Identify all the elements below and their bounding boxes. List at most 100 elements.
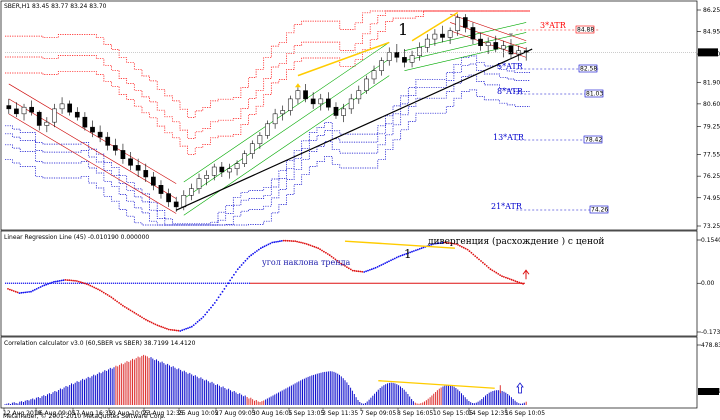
atr-level-label: 21*ATR	[491, 202, 523, 211]
lrl-point	[380, 264, 383, 266]
lrl-point	[204, 313, 207, 316]
up-channel-upper	[404, 42, 527, 71]
lrl-point	[405, 252, 408, 255]
candle-body	[287, 98, 293, 111]
main-y-axis: 86.2584.9583.6081.9080.6079.2577.5576.25…	[5, 7, 720, 230]
lrl-point	[411, 250, 413, 253]
atr-price-box	[575, 25, 595, 34]
down-channel	[8, 98, 177, 199]
lrl-point	[445, 241, 448, 244]
lrl-point	[522, 283, 524, 285]
lrl-point	[76, 280, 78, 282]
lrl-point	[369, 269, 371, 271]
candle-body	[326, 98, 331, 108]
lrl-point	[233, 273, 235, 276]
lrl-point	[162, 326, 165, 329]
lrl-point	[189, 326, 191, 329]
lrl-point	[284, 239, 287, 242]
lrl-point	[386, 261, 388, 264]
atr-upper-band	[5, 10, 530, 118]
lrl-point	[367, 269, 369, 272]
lrl-point	[459, 244, 461, 247]
lrl-point	[219, 293, 222, 296]
x-tick-label: 14 Sep 12:35	[468, 410, 508, 417]
x-tick-label: 16 Sep 10:05	[505, 410, 545, 417]
lrl-point	[120, 303, 122, 306]
lrl-point	[145, 318, 147, 321]
up-channel	[183, 42, 390, 183]
atr-price-box	[578, 64, 598, 73]
candle-body	[67, 103, 73, 113]
lrl-point	[290, 240, 293, 242]
main-panel	[0, 0, 698, 231]
main-trendline	[175, 48, 533, 211]
lrl-point	[338, 261, 341, 264]
lrl-point	[303, 242, 306, 245]
lrl-point	[173, 329, 176, 332]
x-tick-label: 16 Aug 09:05	[35, 410, 76, 417]
atr-price-box	[589, 205, 609, 214]
lrl-point	[156, 324, 159, 327]
lrl-point	[158, 325, 161, 327]
y-tick-label: 0.00	[701, 280, 715, 287]
lrl-point	[24, 291, 27, 294]
candle-body	[234, 163, 240, 169]
lrl-point	[349, 268, 352, 271]
lrl-point	[497, 273, 500, 275]
atr-level-label: 8*ATR	[497, 87, 524, 96]
lrl-point	[131, 310, 134, 313]
lrl-point	[242, 262, 245, 264]
candle-body	[402, 57, 407, 63]
lrl-point	[49, 282, 51, 285]
current-price-box	[698, 48, 718, 57]
candle-body	[36, 111, 42, 126]
candle-body	[59, 103, 65, 110]
lrl-point	[223, 288, 226, 290]
lrl-point	[72, 279, 74, 282]
lrl-point	[462, 246, 465, 249]
lrl-point	[143, 317, 145, 320]
lrl-point	[315, 246, 318, 249]
lrl-point	[518, 281, 521, 284]
lrl-point	[407, 252, 410, 255]
candle-body	[151, 176, 156, 186]
lrl-point	[487, 266, 490, 269]
candle-body	[44, 121, 50, 126]
lrl-point	[441, 241, 444, 244]
lrl-point	[74, 279, 76, 282]
lrl-point	[485, 265, 488, 267]
candle-body	[501, 45, 506, 50]
candle-body	[432, 33, 438, 40]
candle-body	[29, 106, 34, 113]
x-tick-label: 12 Aug 2010	[3, 410, 42, 417]
divergence-line-left	[297, 41, 390, 77]
lrl-point	[202, 316, 205, 318]
candle-body	[348, 98, 354, 110]
lrl-point	[480, 260, 482, 262]
lrl-point	[192, 324, 195, 326]
lrl-point	[167, 328, 170, 331]
lrl-point	[332, 257, 335, 259]
lrl-point	[14, 290, 17, 293]
main-panel-title: SBER,H1 83.45 83.77 83.24 83.70	[4, 3, 107, 10]
y-tick-label: 77.55	[703, 152, 720, 159]
lrl-point	[472, 253, 475, 256]
arrow-marker	[294, 83, 301, 88]
lrl-point	[392, 258, 394, 261]
candle-body	[52, 108, 57, 123]
lrl-point	[279, 240, 281, 243]
lrl-point	[33, 288, 36, 291]
lrl-point	[150, 321, 153, 324]
lrl-point	[37, 287, 40, 289]
candle-body	[257, 135, 263, 145]
candle-body	[105, 136, 111, 146]
lrl-point	[112, 297, 115, 300]
lrl-point	[280, 240, 283, 242]
lrl-point	[217, 296, 220, 299]
lrl-point	[378, 265, 381, 267]
atr-level-label: 3*ATR	[540, 21, 567, 30]
lrl-point	[422, 246, 425, 249]
lrl-point	[505, 276, 507, 279]
lrl-point	[141, 316, 143, 319]
